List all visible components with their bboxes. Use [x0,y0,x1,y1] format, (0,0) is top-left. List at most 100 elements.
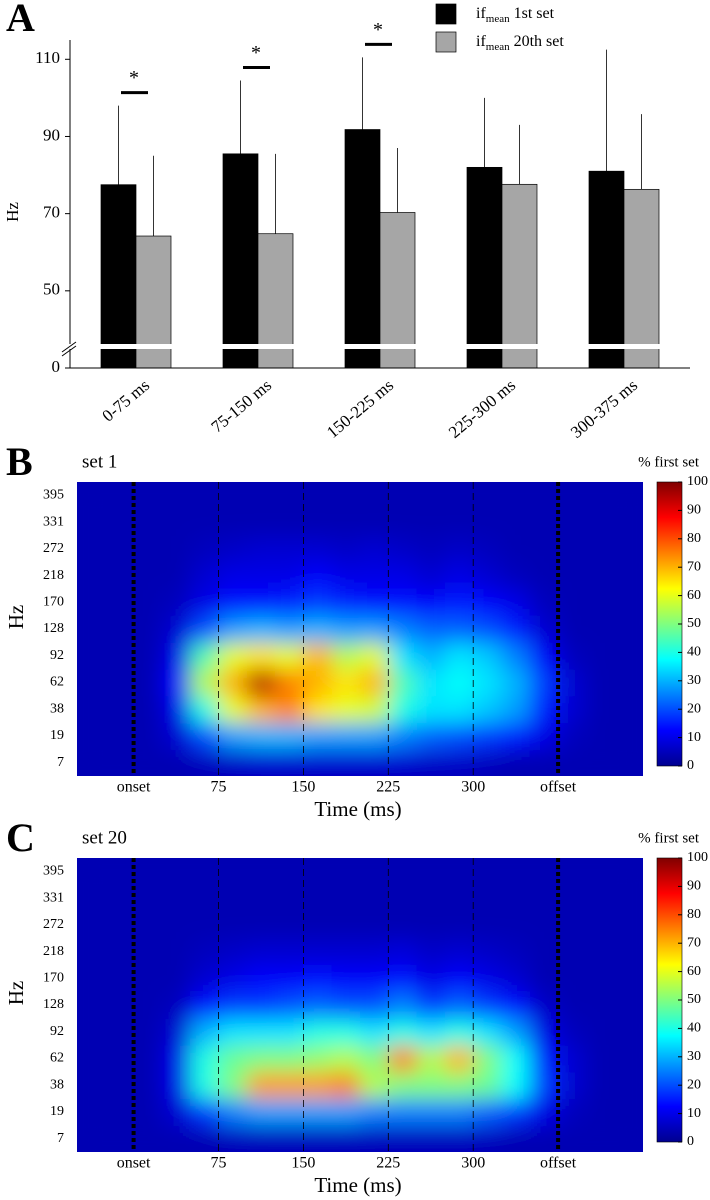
heatmap-cell [501,1071,531,1100]
heatmap-cell [558,911,587,939]
heatmap-cell [558,964,587,993]
heatmap-cell [416,695,446,724]
heatmap-cell [444,615,474,643]
heatmap-cell [133,1098,163,1126]
heatmap-cell [586,642,616,670]
heatmap-cell [416,884,446,912]
heatmap-cell [388,695,418,724]
heatmap-cell [275,1071,304,1100]
bar [501,183,538,369]
y-tick-label: 395 [43,488,64,503]
heatmap-cell [501,1018,531,1046]
heatmap-cell [133,588,163,617]
colorbar-tick-label: 0 [687,1134,694,1149]
heatmap-cell [218,535,248,563]
heatmap-cell [105,669,135,697]
heatmap-cell [558,508,587,536]
colorbar-tick-label: 70 [687,559,701,574]
heatmap-cell [77,991,106,1019]
heatmap-cell [190,722,219,750]
heatmap-cell [133,562,163,590]
heatmap-cell [416,1125,446,1152]
heatmap-cell [614,615,643,643]
heatmap-cell [275,669,304,697]
panel-label: A [6,0,35,40]
heatmap-cell [416,938,446,966]
heatmap-cell [529,695,559,724]
heatmap-cell [501,1098,531,1126]
heatmap-cell [133,1071,163,1100]
heatmap-cell [190,991,219,1019]
heatmap-cell [190,588,219,617]
heatmap [77,482,643,776]
x-tick-label: 300 [461,779,485,796]
heatmap-cell [275,615,304,643]
heatmap-cell [246,695,276,724]
heatmap-cell [444,588,474,617]
heatmap-cell [246,858,276,886]
heatmap-cell [105,858,135,886]
heatmap-cell [473,508,502,536]
heatmap-cell [558,938,587,966]
heatmap-cell [586,749,616,776]
bar [466,166,503,369]
y-tick-label: 92 [50,1024,64,1039]
y-tick-label: 170 [43,970,64,985]
heatmap-cell [161,884,191,912]
heatmap-cell [614,1125,643,1152]
heatmap-cell [105,1098,135,1126]
heatmap-cell [529,588,559,617]
heatmap-cell [133,695,163,724]
heatmap-cell [444,1125,474,1152]
heatmap-cell [586,1071,616,1100]
colorbar-tick-label: 30 [687,1049,701,1064]
heatmap-cell [444,1045,474,1073]
heatmap-cell [331,964,361,993]
heatmap-cell [501,695,531,724]
colorbar-label: % first set [638,830,700,846]
y-axis-label: Hz [3,202,22,222]
colorbar-tick-label: 20 [687,1077,701,1092]
colorbar-tick-label: 0 [687,758,694,773]
heatmap-cell [246,964,276,993]
axis-break-mark [61,345,77,357]
heatmap-cell [416,1071,446,1100]
y-axis-label: Hz [4,981,28,1006]
heatmap-cell [586,1125,616,1152]
heatmap-cell [246,722,276,750]
heatmap-cell [133,858,163,886]
heatmap-cell [218,911,248,939]
x-axis-label: Time (ms) [314,1173,401,1197]
heatmap-cell [444,1071,474,1100]
heatmap-cell [246,1045,276,1073]
heatmap-cell [473,938,502,966]
heatmap-cell [218,695,248,724]
heatmap-cell [360,722,389,750]
heatmap-cell [275,1018,304,1046]
heatmap-cell [529,858,559,886]
heatmap-cell [614,938,643,966]
heatmap-cell [161,911,191,939]
heatmap-cell [246,1071,276,1100]
colorbar-tick-label: 80 [687,907,701,922]
heatmap-cell [558,562,587,590]
heatmap-cell [190,884,219,912]
heatmap-cell [388,1018,418,1046]
heatmap-cell [473,1018,502,1046]
heatmap-cell [529,911,559,939]
heatmap-cell [246,642,276,670]
heatmap-cell [190,562,219,590]
heatmap-cell [303,695,333,724]
heatmap-cell [360,749,389,776]
heatmap-cell [558,669,587,697]
heatmap-cell [388,669,418,697]
heatmap-cell [416,669,446,697]
x-tick-label: 150 [291,779,315,796]
heatmap-cell [303,722,333,750]
heatmap-cell [331,938,361,966]
heatmap-cell [360,508,389,536]
heatmap-cell [77,535,106,563]
heatmap-cell [275,991,304,1019]
heatmap-cell [190,1045,219,1073]
heatmap-cell [529,535,559,563]
